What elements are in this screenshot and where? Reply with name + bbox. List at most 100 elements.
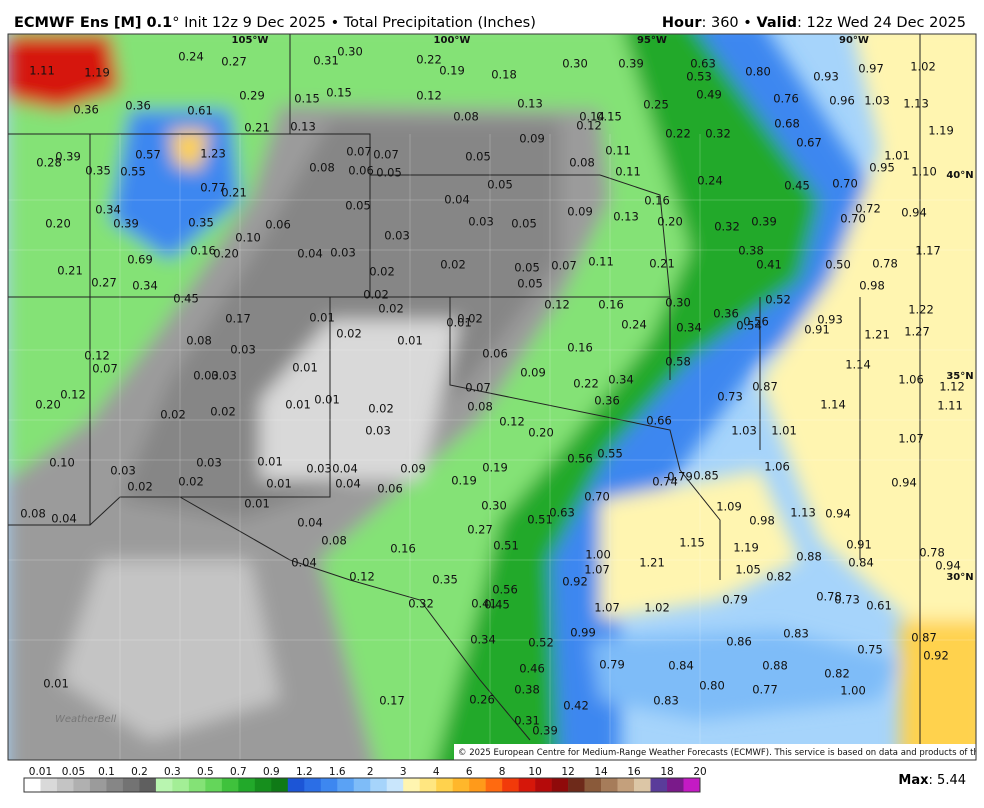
colorbar-swatch <box>518 778 536 792</box>
value-label: 0.36 <box>125 99 151 113</box>
value-label: 0.42 <box>563 699 589 713</box>
value-label: 0.83 <box>783 627 809 641</box>
colorbar-swatch <box>221 778 239 792</box>
value-label: 1.23 <box>200 147 226 161</box>
colorbar-swatch <box>205 778 223 792</box>
value-label: 0.39 <box>55 150 81 164</box>
value-label: 0.05 <box>345 199 371 213</box>
value-label: 0.80 <box>699 679 725 693</box>
value-label: 0.74 <box>652 475 678 489</box>
value-label: 0.34 <box>676 321 702 335</box>
value-label: 0.91 <box>804 323 830 337</box>
graticule-labels: 105°W 100°W 95°W 90°W 40°N 35°N 30°N <box>232 35 974 583</box>
value-label: 0.35 <box>188 216 214 230</box>
value-label: 0.26 <box>469 693 495 707</box>
graticule-label: 95°W <box>637 35 667 46</box>
value-label: 1.02 <box>644 601 670 615</box>
value-label: 0.06 <box>482 347 508 361</box>
colorbar-label: 0.2 <box>131 766 148 778</box>
value-label: 0.70 <box>840 212 866 226</box>
value-label: 0.19 <box>439 64 465 78</box>
value-label: 0.03 <box>330 246 356 260</box>
colorbar-swatch <box>188 778 206 792</box>
colorbar-swatch <box>502 778 519 792</box>
value-label: 0.03 <box>196 456 222 470</box>
value-label: 0.57 <box>135 148 161 162</box>
value-label: 1.22 <box>908 303 934 317</box>
value-label: 0.05 <box>487 178 513 192</box>
graticule-label: 30°N <box>946 572 973 583</box>
value-label: 0.03 <box>365 424 391 438</box>
colorbar-label: 1.6 <box>329 766 346 778</box>
valid-value: : 12z Wed 24 Dec 2025 <box>797 15 966 31</box>
value-label: 1.13 <box>790 506 816 520</box>
value-label: 0.88 <box>796 550 822 564</box>
hour-value: : 360 • <box>701 15 756 31</box>
value-label: 0.39 <box>751 215 777 229</box>
value-label: 0.12 <box>416 89 442 103</box>
graticule-label: 35°N <box>946 371 973 382</box>
value-label: 1.15 <box>679 536 705 550</box>
value-label: 0.01 <box>244 497 270 511</box>
value-label: 0.02 <box>210 405 236 419</box>
colorbar-swatch <box>155 778 173 792</box>
value-label: 0.04 <box>291 556 317 570</box>
credit-box <box>454 744 976 760</box>
value-label: 0.11 <box>605 144 631 158</box>
colorbar-label: 4 <box>433 766 440 778</box>
value-label: 0.12 <box>84 349 110 363</box>
value-label: 0.77 <box>200 181 226 195</box>
value-label: 0.21 <box>244 121 270 135</box>
colorbar-label: 6 <box>466 766 473 778</box>
value-label: 0.06 <box>348 164 374 178</box>
value-label: 0.31 <box>514 714 540 728</box>
value-label: 0.76 <box>773 92 799 106</box>
value-label: 0.05 <box>511 217 537 231</box>
colorbar-label: 14 <box>594 766 608 778</box>
value-label: 0.94 <box>891 476 917 490</box>
value-label: 0.61 <box>187 104 213 118</box>
colorbar-swatch <box>304 778 322 792</box>
value-label: 0.69 <box>127 253 153 267</box>
colorbar-label: 16 <box>627 766 641 778</box>
colorbar-swatch <box>337 778 355 792</box>
value-label: 1.02 <box>910 60 936 74</box>
value-label: 0.78 <box>872 257 898 271</box>
value-label: 0.04 <box>332 462 358 476</box>
value-label: 0.30 <box>665 296 691 310</box>
colorbar-label: 0.05 <box>62 766 85 778</box>
value-label: 0.15 <box>596 110 622 124</box>
value-label: 0.25 <box>643 98 669 112</box>
watermark: WeatherBell <box>55 714 116 725</box>
title-bold: ECMWF Ens [M] 0.1 <box>14 15 172 31</box>
value-label: 0.30 <box>337 45 363 59</box>
value-label: 0.20 <box>35 398 61 412</box>
value-label: 0.98 <box>859 279 885 293</box>
value-label: 0.46 <box>519 662 545 676</box>
value-label: 0.02 <box>368 402 394 416</box>
value-label: 0.45 <box>784 179 810 193</box>
value-label: 0.08 <box>20 507 46 521</box>
colorbar-label: 18 <box>660 766 673 778</box>
value-label: 0.02 <box>160 408 186 422</box>
value-label: 0.34 <box>132 279 158 293</box>
value-label: 0.11 <box>615 165 641 179</box>
value-label: 0.36 <box>73 103 99 117</box>
value-label: 0.32 <box>705 127 731 141</box>
value-label: 0.01 <box>292 361 318 375</box>
value-label: 1.21 <box>639 556 665 570</box>
colorbar-swatch <box>24 778 41 792</box>
value-label: 0.07 <box>373 148 399 162</box>
value-label: 0.10 <box>235 231 261 245</box>
value-label: 0.09 <box>519 132 545 146</box>
value-label: 0.05 <box>514 261 540 275</box>
value-label: 1.07 <box>898 432 924 446</box>
colorbar-swatch <box>56 778 74 792</box>
value-label: 0.68 <box>774 117 800 131</box>
value-label: 0.86 <box>726 635 752 649</box>
max-info: Max: 5.44 <box>898 773 966 788</box>
colorbar-swatch <box>419 778 437 792</box>
value-label: 0.39 <box>532 724 558 738</box>
colorbar-swatch <box>353 778 371 792</box>
value-label: 0.02 <box>378 302 404 316</box>
